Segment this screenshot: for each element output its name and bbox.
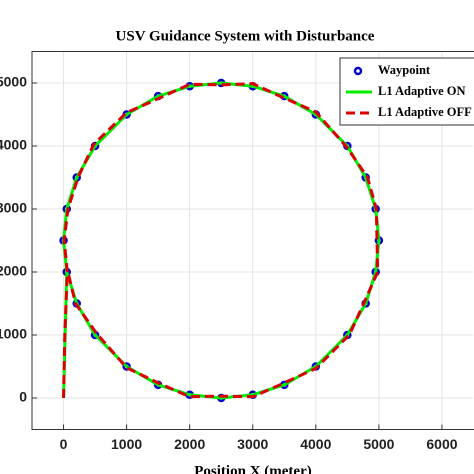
waypoint-marker bbox=[122, 362, 131, 371]
plot-frame bbox=[31, 51, 474, 430]
legend-marker bbox=[353, 66, 363, 76]
y-tick-label: 1000 bbox=[0, 326, 27, 342]
x-axis-label: Position X (meter) bbox=[194, 463, 311, 474]
x-tick-label: 5000 bbox=[363, 436, 394, 452]
y-tick-label: 2000 bbox=[0, 263, 27, 279]
x-tick-label: 4000 bbox=[300, 436, 331, 452]
legend-label: Waypoint bbox=[378, 63, 431, 77]
trajectory-line bbox=[62, 82, 380, 399]
y-tick-label: 5000 bbox=[0, 74, 27, 90]
x-tick-label: 3000 bbox=[237, 436, 268, 452]
y-tick-label: 3000 bbox=[0, 200, 27, 216]
x-tick-label: 0 bbox=[60, 436, 68, 452]
chart-title: USV Guidance System with Disturbance bbox=[116, 28, 375, 44]
legend-label: L1 Adaptive OFF bbox=[378, 105, 472, 119]
y-tick-label: 0 bbox=[19, 389, 27, 405]
legend: Waypoint L1 Adaptive ON L1 Adaptive OFF bbox=[339, 57, 474, 126]
x-tick-label: 2000 bbox=[174, 436, 205, 452]
x-tick-label: 1000 bbox=[111, 436, 142, 452]
legend-label: L1 Adaptive ON bbox=[378, 84, 466, 98]
x-tick-label: 6000 bbox=[426, 436, 457, 452]
y-tick-label: 4000 bbox=[0, 137, 27, 153]
